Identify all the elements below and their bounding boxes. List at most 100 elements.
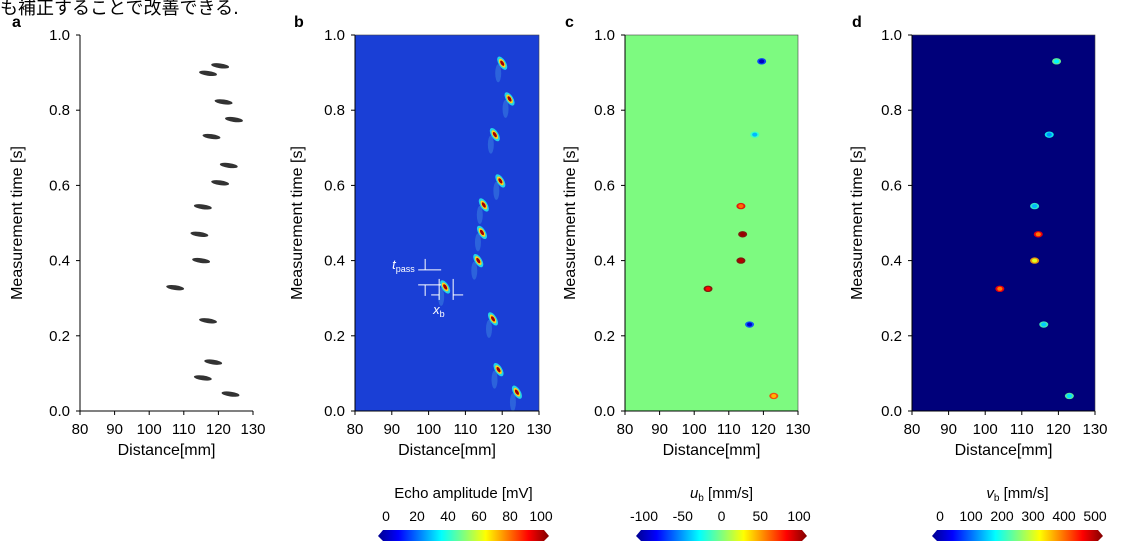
- panel-a: 80 90 100 110 120 130 0.0 0.2 0.4 0.6 0.8 1.0 Distan…: [9, 14, 266, 459]
- echo-trace: [493, 181, 500, 200]
- colorbar-gradient: [932, 530, 1103, 541]
- colorbar-tick-label: 80: [502, 508, 518, 524]
- colorbar-label: Echo amplitude [mV]: [394, 485, 532, 502]
- x-axis-title: Distance[mm]: [118, 442, 216, 459]
- data-point: [1032, 204, 1038, 209]
- plot-area: [624, 34, 799, 412]
- colorbar-tick-label: 20: [409, 508, 425, 524]
- echo-blob-core: [507, 96, 512, 102]
- x-tick-label: 90: [940, 421, 957, 438]
- plot-area: [911, 34, 1096, 412]
- echo-trace: [491, 370, 498, 389]
- y-tick-label: 0.0: [881, 403, 902, 420]
- y-tick-label: 0.2: [324, 328, 345, 345]
- panel-c: 80 90 100 110 120 130 0.0 0.2 0.4 0.6 0.8 1.0 Distan…: [562, 14, 811, 459]
- x-tick-label: 110: [453, 421, 477, 438]
- echo-trace: [509, 393, 516, 412]
- echo-blob: [199, 318, 217, 324]
- x-tick-label: 90: [651, 421, 668, 438]
- colorbar-tick-label: 100: [529, 508, 553, 524]
- tpass-label: tpass: [392, 257, 415, 274]
- y-tick-label: 0.6: [324, 177, 345, 194]
- data-point: [752, 132, 758, 137]
- data-point: [759, 59, 765, 64]
- y-axis-title: Measurement time [s]: [289, 146, 306, 300]
- colorbar-tick-label: 300: [1021, 508, 1045, 524]
- echo-trace: [474, 233, 481, 252]
- y-tick-label: 0.0: [49, 403, 70, 420]
- x-tick-label: 130: [1082, 421, 1107, 438]
- plot-area: [80, 35, 253, 411]
- colorbar-tick-label: 200: [990, 508, 1014, 524]
- x-tick-label: 100: [416, 421, 441, 438]
- echo-blob-core: [498, 178, 503, 184]
- x-tick-label: 80: [617, 421, 634, 438]
- x-tick-label: 110: [172, 421, 196, 438]
- y-tick-label: 0.8: [49, 102, 70, 119]
- y-tick-label: 1.0: [324, 27, 345, 44]
- data-point: [1032, 258, 1038, 263]
- colorbar-gradient: [378, 530, 549, 541]
- x-tick-label: 120: [751, 421, 776, 438]
- y-tick-label: 1.0: [49, 27, 70, 44]
- y-tick-label: 0.2: [594, 328, 615, 345]
- panel-letter: d: [852, 14, 862, 31]
- echo-blob: [193, 375, 212, 381]
- y-axis-title: Measurement time [s]: [562, 146, 579, 300]
- panel-d: 80 90 100 110 120 130 0.0 0.2 0.4 0.6 0.8 1.0 Distan…: [849, 14, 1108, 459]
- panel-letter: a: [12, 14, 21, 31]
- y-tick-label: 0.8: [881, 102, 902, 119]
- data-point: [1053, 59, 1060, 64]
- x-tick-label: 100: [682, 421, 707, 438]
- x-tick-label: 130: [240, 421, 265, 438]
- colorbar-gradient: [636, 530, 807, 541]
- echo-trace: [471, 261, 478, 280]
- colorbar-label: ub [mm/s]: [690, 485, 753, 504]
- colorbar-3: vb [mm/s] 0 100 200 300 400 500: [932, 485, 1107, 541]
- y-axis-title: Measurement time [s]: [9, 146, 26, 300]
- echo-blob: [166, 284, 185, 291]
- data-point: [738, 204, 744, 209]
- x-tick-label: 100: [973, 421, 998, 438]
- x-tick-label: 80: [904, 421, 921, 438]
- echo-blob-core: [492, 131, 497, 138]
- echo-blob: [225, 116, 243, 123]
- data-point: [746, 322, 753, 327]
- y-tick-label: 0.8: [594, 102, 615, 119]
- data-point: [1035, 232, 1041, 237]
- x-tick-label: 110: [1010, 421, 1034, 438]
- echo-blob-core: [476, 257, 481, 264]
- colorbar-1: Echo amplitude [mV]0 20 40 60 80 100: [378, 485, 553, 541]
- y-tick-label: 0.4: [49, 253, 70, 270]
- data-point: [1066, 393, 1072, 398]
- y-axis-title: Measurement time [s]: [849, 146, 866, 300]
- echo-blob-core: [490, 316, 496, 322]
- xb-label: xb: [432, 302, 445, 319]
- data-point: [771, 393, 777, 398]
- echo-blob: [199, 70, 217, 77]
- data-point: [1046, 132, 1052, 137]
- echo-blob: [204, 359, 223, 365]
- colorbar-tick-label: 50: [752, 508, 768, 524]
- colorbar-tick-label: 100: [787, 508, 811, 524]
- x-tick-label: 130: [785, 421, 810, 438]
- echo-blob: [219, 162, 238, 169]
- colorbar-tick-label: 0: [936, 508, 944, 524]
- echo-trace: [486, 319, 492, 338]
- header-text: も補正することで改善できる.: [0, 0, 239, 19]
- colorbar-tick-label: -50: [673, 508, 693, 524]
- x-tick-label: 130: [526, 421, 551, 438]
- echo-trace: [502, 99, 509, 118]
- colorbar-label: vb [mm/s]: [986, 485, 1048, 504]
- echo-blob: [221, 391, 240, 397]
- x-tick-label: 80: [347, 421, 364, 438]
- x-tick-label: 100: [137, 421, 162, 438]
- y-tick-label: 0.4: [594, 253, 615, 270]
- x-tick-label: 90: [383, 421, 400, 438]
- data-point: [997, 286, 1003, 291]
- x-tick-label: 120: [206, 421, 231, 438]
- data-point: [705, 286, 711, 291]
- colorbar-tick-label: 60: [471, 508, 487, 524]
- echo-blob-core: [500, 60, 505, 66]
- y-tick-label: 0.8: [324, 102, 345, 119]
